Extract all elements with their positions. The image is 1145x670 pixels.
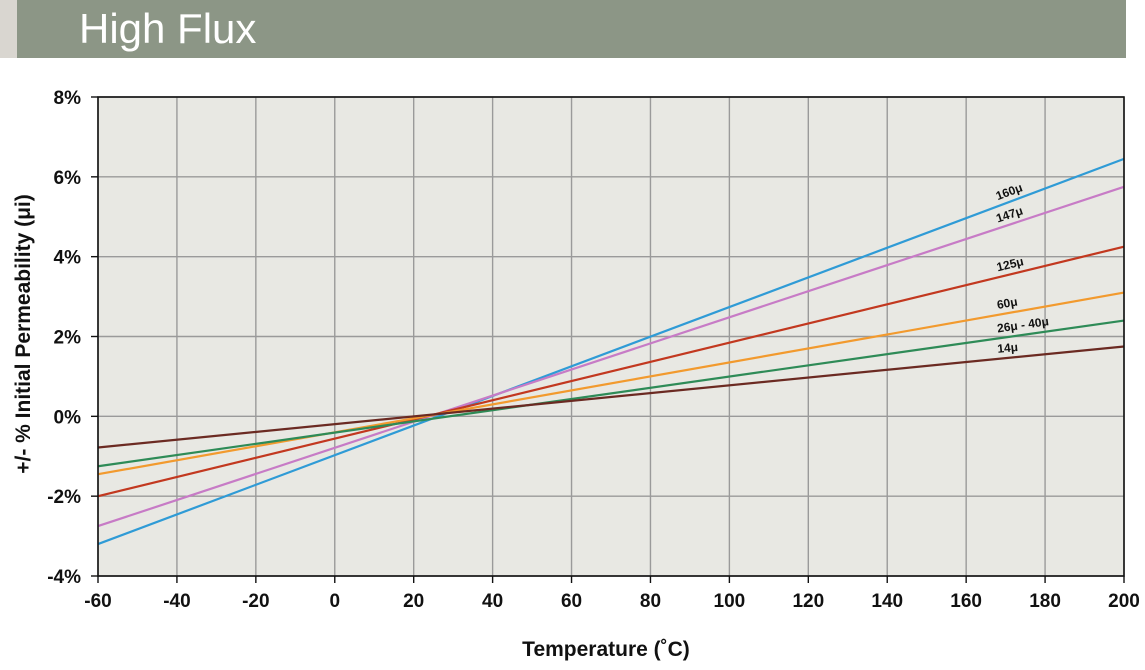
y-axis-title: +/- % Initial Permeability (μi) <box>12 194 35 474</box>
header-left-strip <box>0 0 17 58</box>
x-tick-label: 180 <box>1029 591 1061 612</box>
x-axis-title: Temperature (˚C) <box>522 638 690 661</box>
series-label: 14μ <box>997 340 1019 356</box>
x-tick-label: 0 <box>329 591 340 612</box>
x-tick-label: -40 <box>163 591 190 612</box>
page-title: High Flux <box>79 5 257 52</box>
y-tick-label: -4% <box>47 567 81 588</box>
x-tick-label: -60 <box>84 591 111 612</box>
y-tick-label: 6% <box>54 168 82 189</box>
x-tick-label: 40 <box>482 591 503 612</box>
series-line <box>97 185 1125 528</box>
x-tick-label: 80 <box>640 591 661 612</box>
y-tick-label: 2% <box>54 328 82 349</box>
series-label: 125μ <box>995 254 1025 274</box>
x-tick-label: -20 <box>242 591 269 612</box>
x-tick-label: 20 <box>403 591 424 612</box>
x-tick-label: 120 <box>792 591 824 612</box>
series-label: 60μ <box>996 295 1019 312</box>
x-tick-label: 160 <box>950 591 982 612</box>
y-tick-label: -2% <box>47 487 81 508</box>
y-tick-label: 8% <box>54 88 82 109</box>
header-bar <box>17 0 1126 58</box>
x-tick-label: 140 <box>871 591 903 612</box>
series-line <box>97 319 1125 468</box>
x-tick-label: 60 <box>561 591 582 612</box>
series-line <box>97 345 1125 449</box>
y-tick-label: 0% <box>54 407 82 428</box>
series-line <box>97 157 1125 546</box>
y-tick-label: 4% <box>54 248 82 269</box>
series-line <box>97 245 1125 498</box>
x-tick-label: 100 <box>714 591 746 612</box>
x-tick-label: 200 <box>1108 591 1140 612</box>
series-line <box>97 291 1125 476</box>
